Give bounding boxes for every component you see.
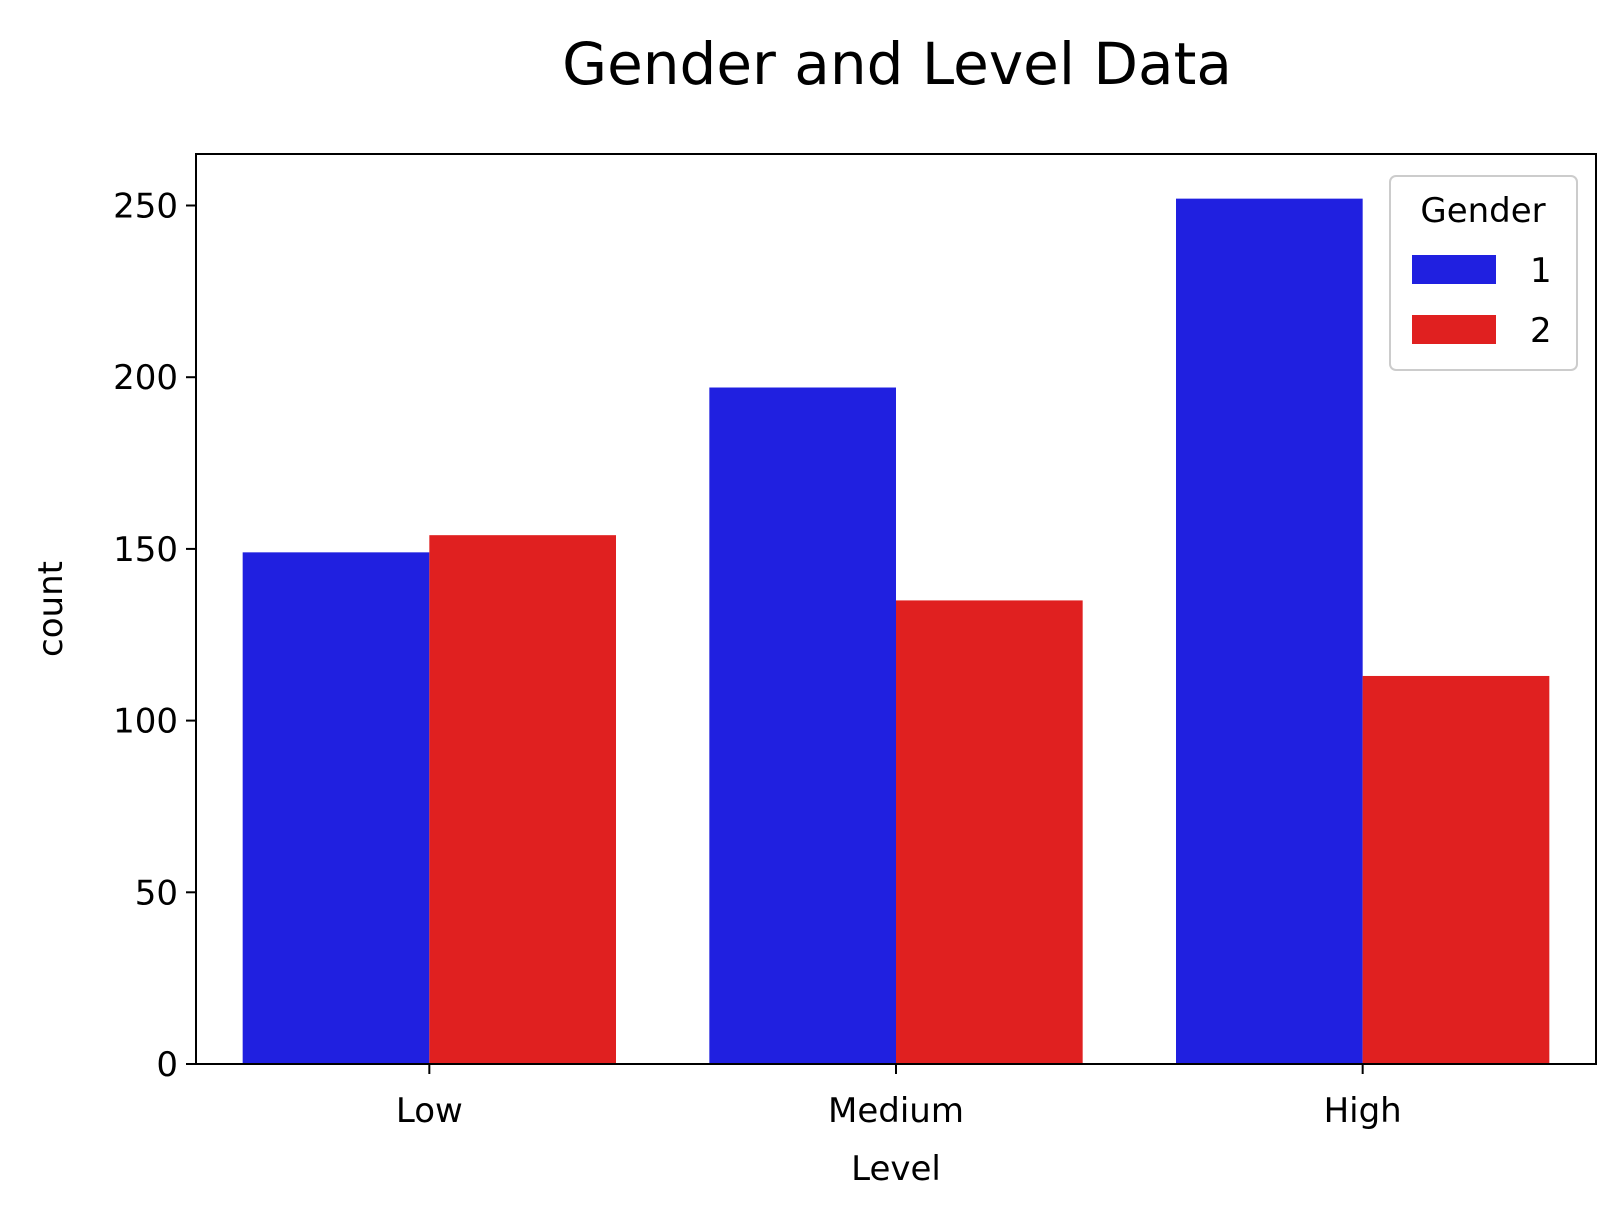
x-axis-label: Level xyxy=(851,1149,941,1189)
bar-medium-gender-2 xyxy=(896,600,1083,1064)
legend: Gender 12 xyxy=(1389,175,1578,371)
y-tick-label: 200 xyxy=(113,358,178,398)
y-tick-label: 150 xyxy=(113,530,178,570)
x-tick-label: High xyxy=(1324,1091,1402,1131)
x-tick-label: Low xyxy=(396,1091,463,1131)
bar-high-gender-1 xyxy=(1176,198,1363,1065)
bar-high-gender-2 xyxy=(1362,675,1550,1064)
legend-swatch-1 xyxy=(1412,255,1496,284)
y-tick-label: 100 xyxy=(113,702,178,742)
legend-items: 12 xyxy=(1412,251,1552,351)
x-axis-ticks: Low Medium High xyxy=(396,1064,1402,1131)
chart-title: Gender and Level Data xyxy=(562,30,1232,98)
y-tick-label: 0 xyxy=(156,1045,178,1085)
y-axis-ticks: 0 50 100 150 200 250 xyxy=(113,187,196,1085)
x-tick-label: Medium xyxy=(828,1091,964,1131)
y-tick-label: 50 xyxy=(135,873,178,913)
bars-group xyxy=(242,198,1550,1065)
legend-swatch-2 xyxy=(1412,315,1496,344)
legend-label-2: 2 xyxy=(1530,311,1552,351)
bar-low-gender-2 xyxy=(429,535,616,1064)
legend-label-1: 1 xyxy=(1530,251,1552,291)
bar-low-gender-1 xyxy=(242,552,430,1064)
y-axis-label: count xyxy=(31,561,71,657)
y-tick-label: 250 xyxy=(113,187,178,227)
bar-medium-gender-1 xyxy=(709,387,896,1065)
legend-title: Gender xyxy=(1420,191,1545,231)
